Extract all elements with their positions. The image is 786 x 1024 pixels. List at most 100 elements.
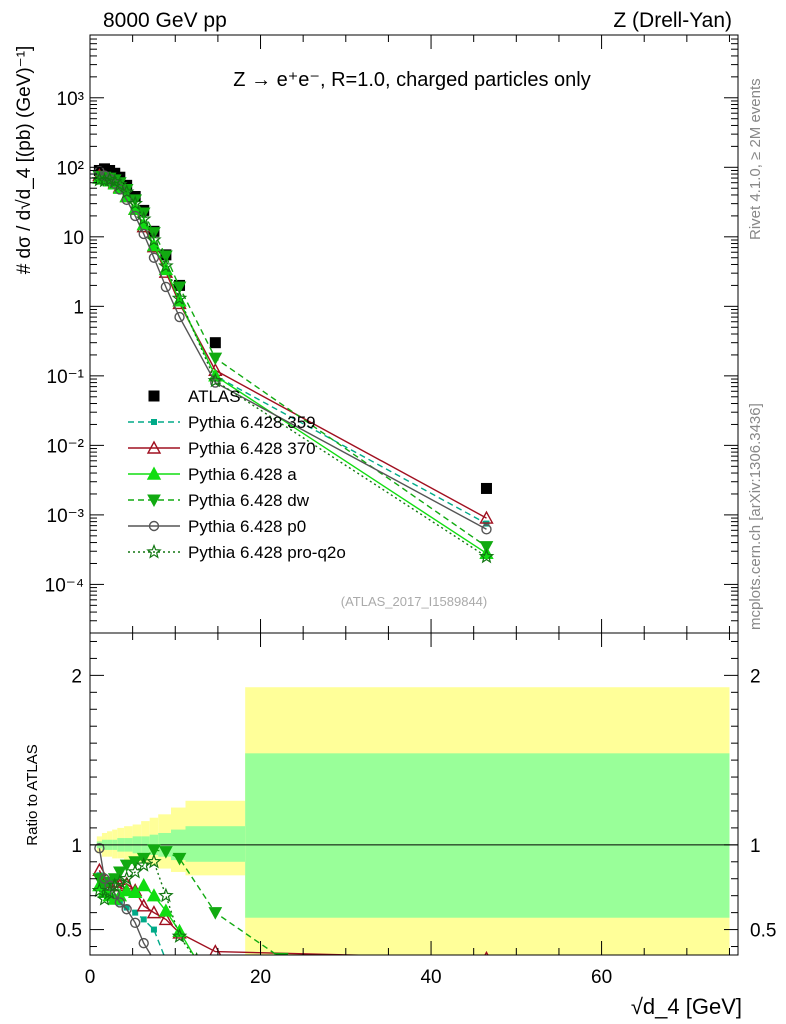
data-point — [479, 541, 494, 554]
uncertainty-band-stat — [185, 826, 246, 862]
ratio-point — [171, 928, 188, 943]
ratio-y-tick-label-right: 2 — [750, 666, 761, 687]
ratio-point — [132, 909, 139, 916]
ratio-point — [106, 877, 123, 893]
main-plot-area — [90, 35, 738, 633]
ratio-point — [150, 926, 157, 933]
ratio-point — [158, 887, 174, 903]
legend-marker — [146, 440, 162, 454]
ratio-point — [109, 888, 120, 900]
legend-marker — [147, 494, 161, 508]
header-right: Z (Drell-Yan) — [613, 9, 732, 32]
legend: ATLAS Pythia 6.428 359 Pythia 6.428 370 Pyt… — [128, 387, 346, 562]
ratio-point — [140, 916, 147, 923]
ratio-point — [195, 952, 198, 955]
data-point — [112, 176, 128, 192]
ratio-point — [163, 957, 169, 963]
ratio-axes: 0.5 0.51 12 20 20 40 60 — [56, 633, 776, 988]
data-point — [160, 281, 172, 293]
ratio-point — [94, 843, 105, 854]
ratio-point — [121, 904, 132, 915]
ratio-line — [98, 875, 165, 955]
ratio-line — [98, 860, 194, 955]
main-y-tick-label: 10³ — [57, 89, 84, 110]
ratio-point — [158, 903, 174, 917]
ratio-frame — [89, 632, 739, 956]
ratio-y-tick-label-right: 1 — [750, 836, 761, 857]
header-left: 8000 GeV pp — [103, 9, 227, 32]
main-y-tick-label: 1 — [73, 297, 84, 318]
ratio-point — [172, 852, 187, 866]
data-point — [174, 311, 185, 323]
main-y-tick-label: 10⁻³ — [47, 506, 85, 527]
ratio-point — [119, 883, 134, 897]
ratio-series-5 — [91, 853, 198, 955]
ratio-point — [112, 866, 127, 880]
ratio-uncertainty-bands — [96, 687, 730, 955]
ratio-point — [158, 911, 174, 926]
ratio-point — [146, 888, 162, 902]
data-point — [96, 172, 113, 188]
x-axis-label: √d_4 [GeV] — [631, 994, 742, 1019]
uncertainty-band-stat — [245, 753, 730, 918]
main-y-tick-label: 10⁻⁴ — [45, 575, 84, 596]
data-point — [171, 290, 188, 306]
data-point — [207, 372, 224, 388]
ratio-point — [152, 954, 156, 955]
main-y-tick-label: 10² — [57, 158, 84, 179]
legend-marker — [146, 466, 162, 480]
ratio-point — [135, 857, 152, 872]
legend-label: Pythia 6.428 370 — [188, 439, 316, 458]
ratio-point — [101, 884, 118, 899]
main-y-tick-label: 10⁻¹ — [47, 367, 85, 388]
ratio-point — [96, 890, 113, 906]
ratio-y-tick-label: 1 — [71, 836, 82, 857]
legend-marker — [148, 520, 160, 532]
ratio-point — [99, 873, 110, 884]
ratio-y-tick-label-right: 0.5 — [750, 921, 776, 942]
data-point — [146, 231, 162, 247]
ratio-point — [136, 878, 151, 892]
data-point — [158, 257, 174, 273]
data-point — [210, 377, 221, 388]
data-point — [480, 482, 492, 494]
data-point — [135, 210, 152, 226]
main-y-tick-label: 10 — [63, 228, 84, 249]
ratio-point — [129, 917, 141, 928]
ratio-point — [114, 897, 126, 908]
ratio-point — [146, 853, 162, 869]
data-point — [209, 337, 221, 349]
ratio-panel: 0.5 0.51 12 20 20 40 60 Ratio to ATLAS √d_4 [G… — [24, 632, 776, 1019]
ratio-point — [147, 844, 161, 857]
legend-marker — [146, 543, 162, 559]
ratio-point — [128, 884, 143, 898]
ratio-y-axis-label: Ratio to ATLAS — [24, 744, 41, 845]
main-plot-content — [91, 163, 495, 564]
ratio-y-tick-label: 2 — [71, 666, 82, 687]
ratio-point — [119, 859, 134, 873]
ratio-point — [146, 905, 162, 919]
data-point — [118, 183, 135, 199]
legend-label: Pythia 6.428 a — [188, 465, 297, 484]
ratio-point — [136, 898, 151, 912]
legend-label: Pythia 6.428 p0 — [188, 517, 306, 536]
data-point — [129, 210, 141, 222]
series-6 — [91, 171, 495, 564]
data-point — [208, 352, 223, 366]
data-point — [172, 281, 187, 295]
ratio-y-tick-label: 0.5 — [56, 921, 82, 942]
ratio-point — [159, 846, 173, 859]
data-point — [148, 252, 160, 263]
ratio-point — [208, 907, 223, 920]
x-tick-label: 20 — [250, 967, 271, 988]
ratio-line — [98, 848, 152, 955]
data-point — [478, 548, 495, 564]
x-tick-label: 40 — [420, 967, 441, 988]
main-title: Z → e⁺e⁻, R=1.0, charged particles only — [233, 69, 590, 91]
data-point — [159, 250, 173, 264]
mcplots-label: mcplots.cern.ch [arXiv:1306.3436] — [747, 403, 764, 630]
ratio-point — [128, 856, 143, 869]
analysis-id-label: (ATLAS_2017_I1589844) — [341, 594, 487, 609]
main-axes: 10⁻⁴ 10⁻³ 10⁻² 10⁻¹ 1 10 10² 10³ — [45, 34, 738, 634]
data-point — [138, 228, 149, 240]
